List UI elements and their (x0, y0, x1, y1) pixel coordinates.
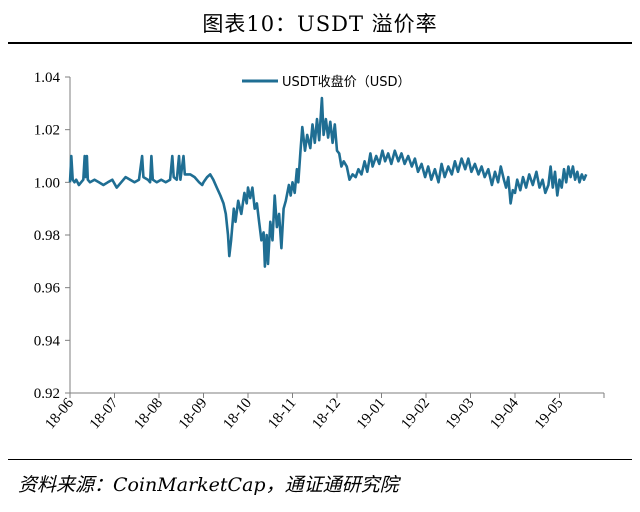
y-tick-label: 0.96 (34, 281, 61, 297)
y-tick-label: 0.92 (34, 386, 60, 402)
x-tick-label: 19-02 (398, 395, 433, 432)
legend: USDT收盘价（USD） (242, 74, 411, 90)
x-tick-label: 19-04 (487, 395, 522, 432)
x-tick-label: 18-07 (87, 395, 122, 432)
y-tick-labels: 1.04 1.02 1.00 0.98 0.96 0.94 0.92 (34, 70, 70, 402)
x-tick-label: 18-08 (131, 395, 166, 432)
y-tick-label: 0.94 (34, 333, 61, 349)
x-tick-label: 18-12 (309, 395, 344, 432)
y-tick-label: 0.98 (34, 228, 60, 244)
source-rule (8, 459, 632, 460)
chart-title: 图表10：USDT 溢价率 (202, 12, 438, 36)
legend-label: USDT收盘价（USD） (282, 74, 411, 90)
series-line (68, 96, 588, 268)
x-tick-label: 19-03 (443, 395, 478, 432)
source-note: 资料来源：CoinMarketCap，通证通研究院 (18, 474, 399, 496)
chart-axes (69, 77, 604, 394)
x-tick-label: 18-09 (176, 395, 211, 432)
x-tick-label: 19-01 (354, 395, 389, 432)
y-tick-label: 1.02 (34, 123, 60, 139)
y-tick-label: 1.00 (34, 175, 60, 191)
x-tick-label: 18-11 (265, 395, 299, 432)
y-tick-label: 1.04 (34, 70, 61, 86)
x-tick-label: 18-10 (220, 395, 255, 432)
line-chart: 1.041.021.000.980.960.940.92 18-06 18-07 1… (34, 70, 605, 432)
x-tick-label: 19-05 (532, 395, 567, 432)
title-rule (8, 42, 632, 44)
series-layer (68, 96, 588, 268)
x-tick-labels: 18-06 18-07 18-08 18-09 18-10 18-11 18-12 19-01… (42, 393, 605, 432)
